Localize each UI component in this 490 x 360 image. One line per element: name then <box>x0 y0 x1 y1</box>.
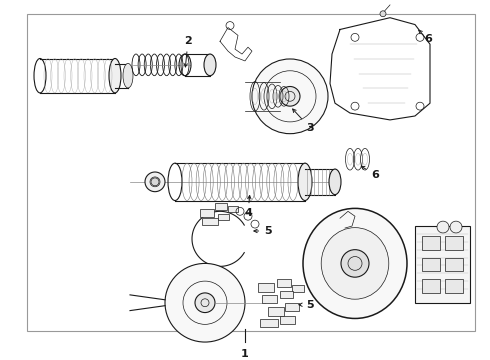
Bar <box>422 236 440 250</box>
Ellipse shape <box>303 208 407 319</box>
Bar <box>445 279 463 293</box>
Ellipse shape <box>321 228 389 299</box>
Circle shape <box>195 293 215 312</box>
Circle shape <box>341 250 369 277</box>
Circle shape <box>437 221 449 233</box>
Bar <box>262 295 277 303</box>
Text: 6: 6 <box>361 166 379 180</box>
Bar <box>27 14 475 331</box>
Ellipse shape <box>298 163 312 201</box>
Bar <box>415 226 470 303</box>
Bar <box>422 257 440 271</box>
Text: 4: 4 <box>244 195 252 218</box>
Circle shape <box>151 178 159 186</box>
Bar <box>215 203 227 210</box>
Ellipse shape <box>329 169 341 195</box>
Circle shape <box>450 221 462 233</box>
Text: 3: 3 <box>293 109 314 133</box>
Ellipse shape <box>204 54 216 76</box>
Text: 5: 5 <box>299 300 314 310</box>
Bar <box>200 210 214 217</box>
Bar <box>258 283 274 292</box>
Ellipse shape <box>123 63 133 88</box>
Circle shape <box>380 11 386 17</box>
Bar <box>202 218 218 225</box>
Bar <box>260 319 278 327</box>
Text: 1: 1 <box>241 349 249 359</box>
Ellipse shape <box>145 172 165 192</box>
Text: 5: 5 <box>254 226 272 236</box>
Circle shape <box>165 264 245 342</box>
Bar <box>285 303 299 311</box>
Bar <box>292 285 304 292</box>
Bar <box>445 236 463 250</box>
Circle shape <box>280 86 300 106</box>
Circle shape <box>252 59 328 134</box>
Bar <box>277 279 291 287</box>
Bar <box>218 214 229 220</box>
Bar <box>422 279 440 293</box>
Bar <box>445 257 463 271</box>
Bar <box>280 291 293 298</box>
Text: 2: 2 <box>184 36 192 67</box>
Text: 6: 6 <box>419 30 432 44</box>
Bar <box>268 307 284 315</box>
Bar <box>280 316 295 324</box>
Bar <box>228 206 238 212</box>
Ellipse shape <box>109 58 121 93</box>
